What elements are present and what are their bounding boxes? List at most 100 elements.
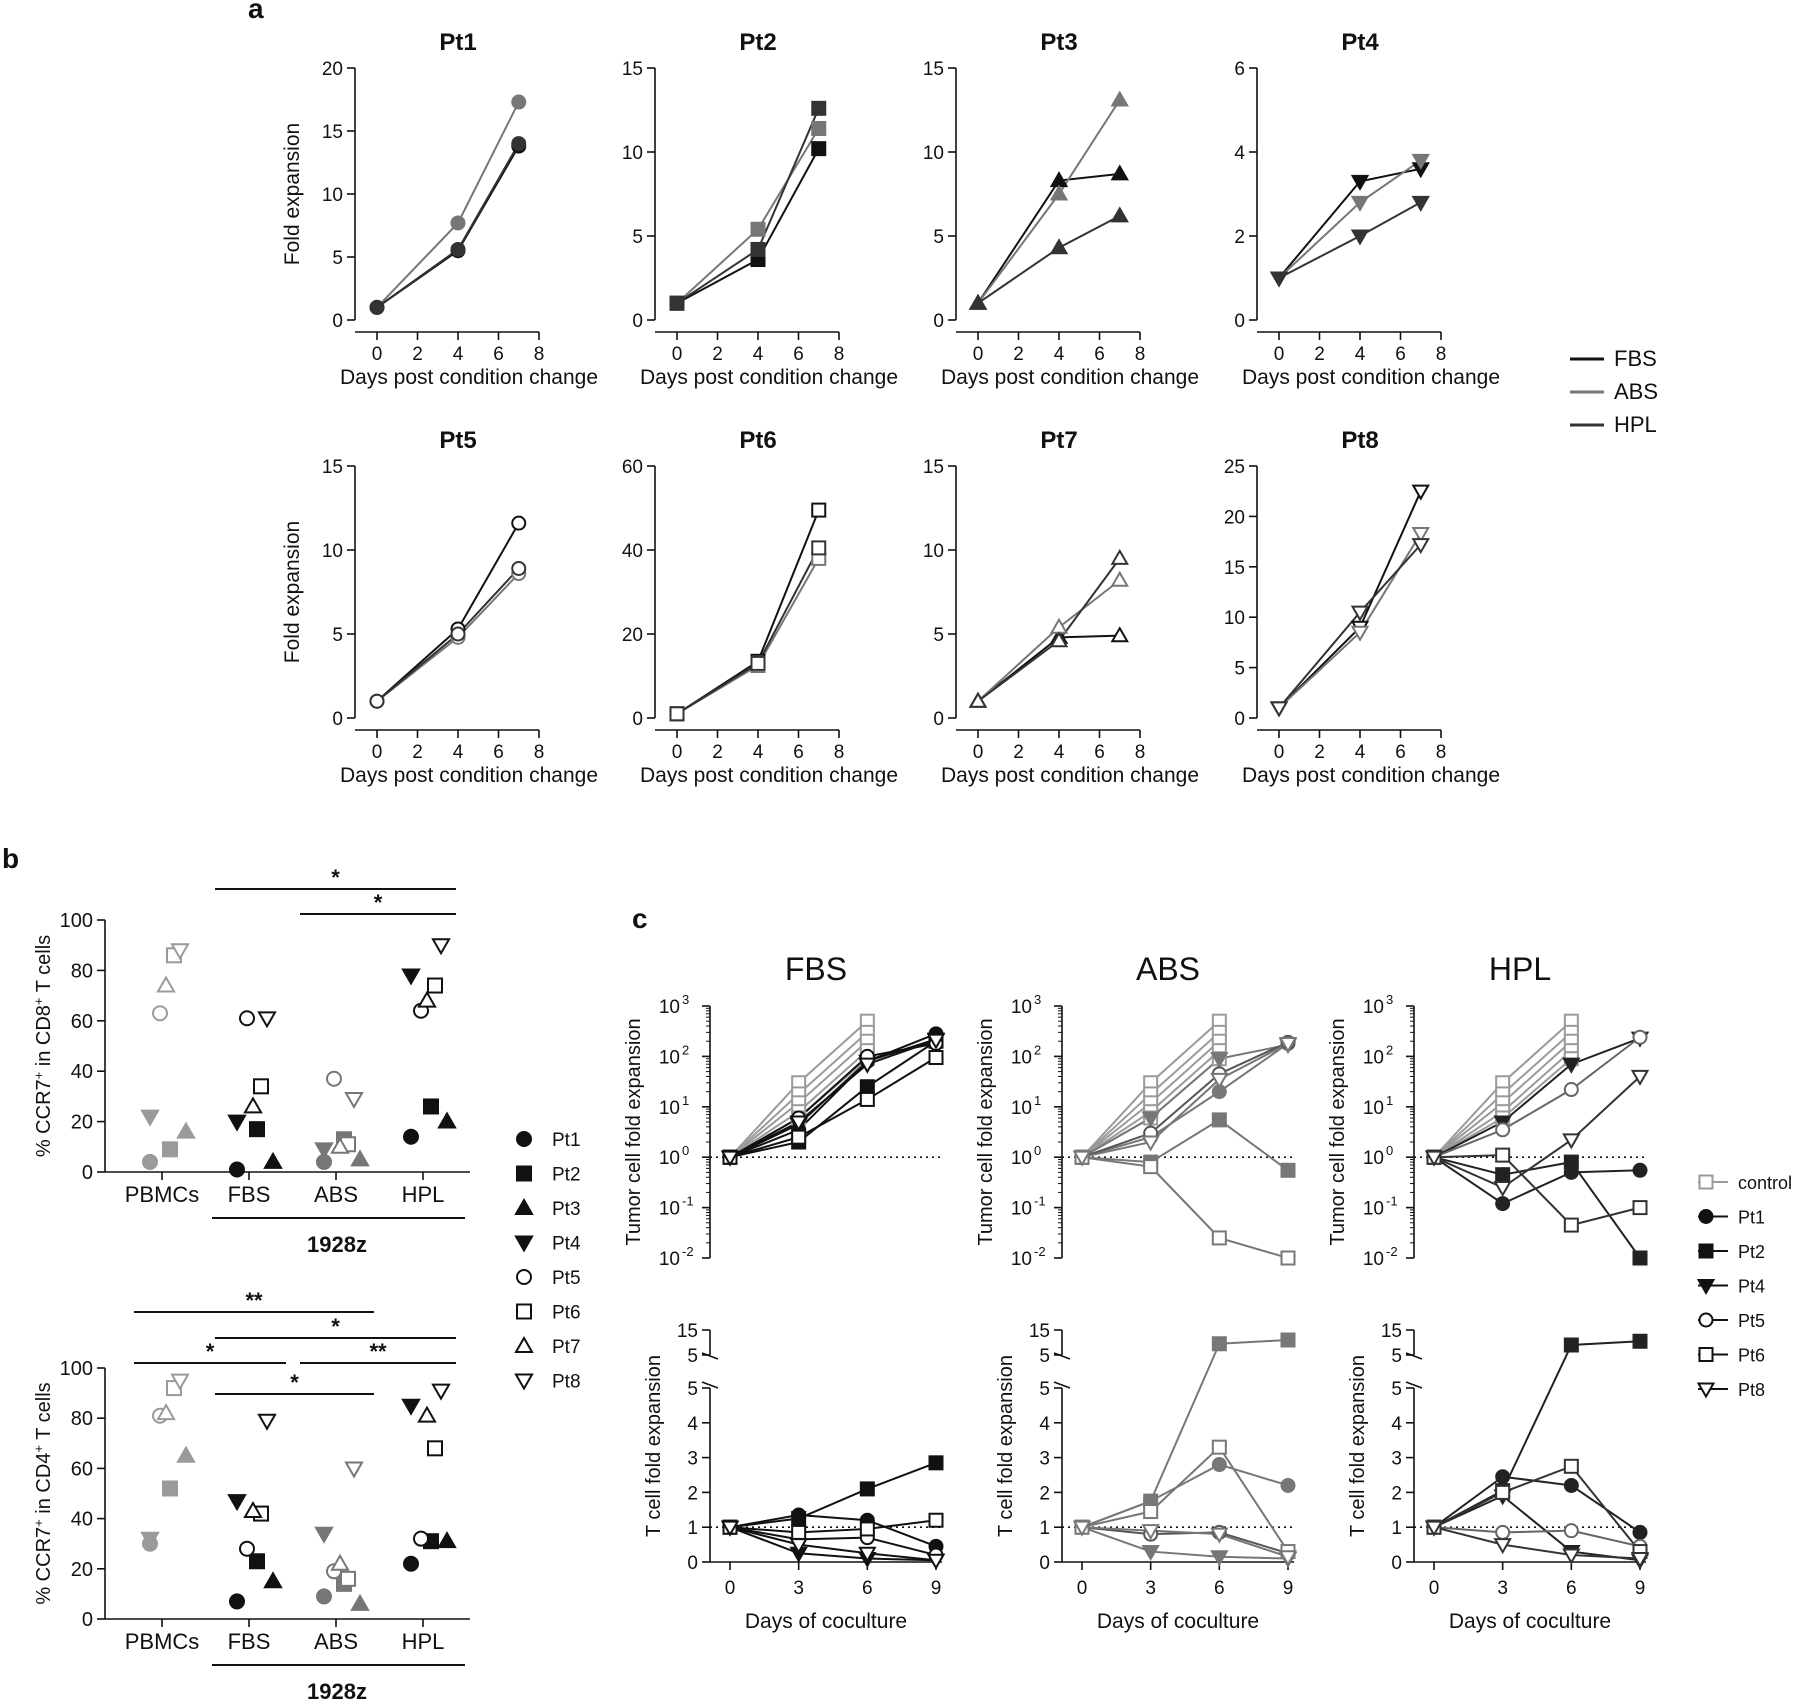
- data-point-pt5: [239, 1540, 255, 1557]
- data-point-pt8: [789, 1115, 808, 1132]
- y-tick-label: 10 1: [1363, 1093, 1393, 1119]
- data-point-pt8: [926, 1553, 946, 1570]
- series-line-hpl: [376, 143, 520, 309]
- data-point-pt1: [229, 1161, 245, 1178]
- data-point-abs: [450, 215, 466, 231]
- legend-label-pt1: Pt1: [552, 1130, 581, 1151]
- x-tick-label: 6: [493, 344, 504, 365]
- x-tick-label: 2: [712, 344, 723, 365]
- legend-marker-pt4: [1696, 1278, 1716, 1295]
- y-tick-label: 5: [1234, 659, 1245, 680]
- data-point-pt8: [720, 1150, 740, 1167]
- y-tick-exponent: 3: [682, 992, 689, 1007]
- x-axis-label: Days post condition change: [941, 764, 1199, 787]
- data-point-hpl: [811, 540, 827, 556]
- data-point-pt4: [140, 1531, 160, 1549]
- series-line-pt6: [729, 1056, 937, 1159]
- series-line-fbs: [1278, 490, 1422, 709]
- y-tick-exponent: -2: [682, 1244, 694, 1259]
- y-tick-label: 5: [933, 625, 944, 646]
- data-point-pt1: [316, 1588, 332, 1605]
- data-point-pt6: [427, 977, 443, 994]
- y-tick-label: 15: [322, 122, 343, 143]
- series-line-abs: [676, 557, 820, 715]
- x-tick-label: 2: [712, 742, 723, 763]
- data-point-pt2: [1563, 1154, 1579, 1170]
- y-tick-label: 4: [1391, 1414, 1402, 1435]
- data-point-pt7: [243, 1096, 263, 1114]
- y-tick-exponent: 0: [1386, 1143, 1393, 1158]
- y-tick-label: 10: [322, 541, 343, 562]
- y-tick-label: 10 2: [659, 1042, 689, 1068]
- y-tick-label: 0: [687, 1553, 698, 1574]
- data-point-pt8: [926, 1033, 946, 1050]
- legend-label-pt5: Pt5: [1738, 1311, 1765, 1331]
- y-tick-exponent: 0: [682, 1143, 689, 1158]
- data-point-hpl: [1049, 631, 1069, 648]
- data-point-pt8: [858, 1057, 877, 1074]
- series-line-abs: [977, 579, 1121, 702]
- data-point-pt2: [1280, 1332, 1296, 1348]
- series-line-hpl: [676, 107, 820, 305]
- data-point-pt2: [1495, 1167, 1511, 1183]
- significance-label: **: [369, 1339, 387, 1364]
- series-line-pt5: [729, 1042, 937, 1159]
- axis-break: [1405, 1352, 1423, 1360]
- data-point-pt6: [1563, 1217, 1579, 1233]
- data-point-fbs: [1110, 164, 1129, 181]
- data-point-hpl: [450, 626, 466, 642]
- y-tick-exponent: 1: [1386, 1093, 1393, 1108]
- data-point-hpl: [750, 241, 766, 257]
- y-tick-label: 10 3: [1363, 992, 1393, 1018]
- data-point-pt6: [1495, 1147, 1511, 1163]
- y-tick-label: 5: [332, 625, 343, 646]
- data-point-pt8: [1493, 1181, 1512, 1198]
- y-tick-label: 4: [1234, 143, 1245, 164]
- y-axis-label: Tumor cell fold expansion: [623, 1018, 645, 1245]
- subplot-title: Pt5: [439, 427, 476, 454]
- subplot-title: Pt6: [739, 427, 776, 454]
- y-axis-label-part: in CD4: [33, 1453, 55, 1520]
- axis-break: [701, 1381, 719, 1389]
- y-tick-label: 10 -2: [1363, 1244, 1398, 1270]
- data-point-pt6: [1143, 1504, 1159, 1520]
- y-tick-label: 10: [1224, 608, 1245, 629]
- series-line-fbs: [676, 148, 820, 305]
- y-tick-label: 60: [71, 1458, 93, 1480]
- data-point-pt3: [176, 1121, 196, 1139]
- x-tick-label: 8: [1436, 742, 1447, 763]
- y-tick-label: 0: [632, 709, 643, 730]
- y-axis-label-part: +: [31, 1445, 46, 1453]
- data-point-pt3: [437, 1531, 457, 1549]
- series-line-fbs: [676, 509, 820, 715]
- x-tick-label: 6: [793, 742, 804, 763]
- x-tick-label: PBMCs: [125, 1629, 200, 1654]
- y-tick-label: 15: [1224, 558, 1245, 579]
- x-axis-label: Days post condition change: [1242, 764, 1500, 787]
- legend-marker-pt4: [514, 1235, 534, 1253]
- x-tick-label: 2: [412, 742, 423, 763]
- y-tick-exponent: 1: [1034, 1093, 1041, 1108]
- y-tick-exponent: 1: [682, 1093, 689, 1108]
- data-point-pt7: [417, 990, 437, 1008]
- legend-label-pt3: Pt3: [552, 1199, 581, 1220]
- data-point-pt1: [1563, 1477, 1579, 1493]
- y-axis-label: Tumor cell fold expansion: [1327, 1018, 1349, 1245]
- data-point-pt2: [859, 1079, 875, 1095]
- x-tick-label: 4: [453, 344, 464, 365]
- series-line-hpl: [676, 547, 820, 715]
- y-tick-label: 10: [923, 143, 944, 164]
- series-line-pt6: [729, 1519, 937, 1534]
- legend-label-pt5: Pt5: [552, 1268, 581, 1289]
- legend-marker-pt6: [1698, 1347, 1714, 1362]
- subplot-title: FBS: [785, 951, 847, 987]
- data-point-abs: [511, 94, 527, 110]
- x-tick-label: 8: [534, 742, 545, 763]
- x-tick-label: 6: [1566, 1578, 1577, 1599]
- data-point-pt8: [257, 1413, 277, 1431]
- data-point-pt6: [1563, 1458, 1579, 1474]
- data-point-pt6: [859, 1091, 875, 1107]
- series-line-pt6: [1433, 1465, 1641, 1553]
